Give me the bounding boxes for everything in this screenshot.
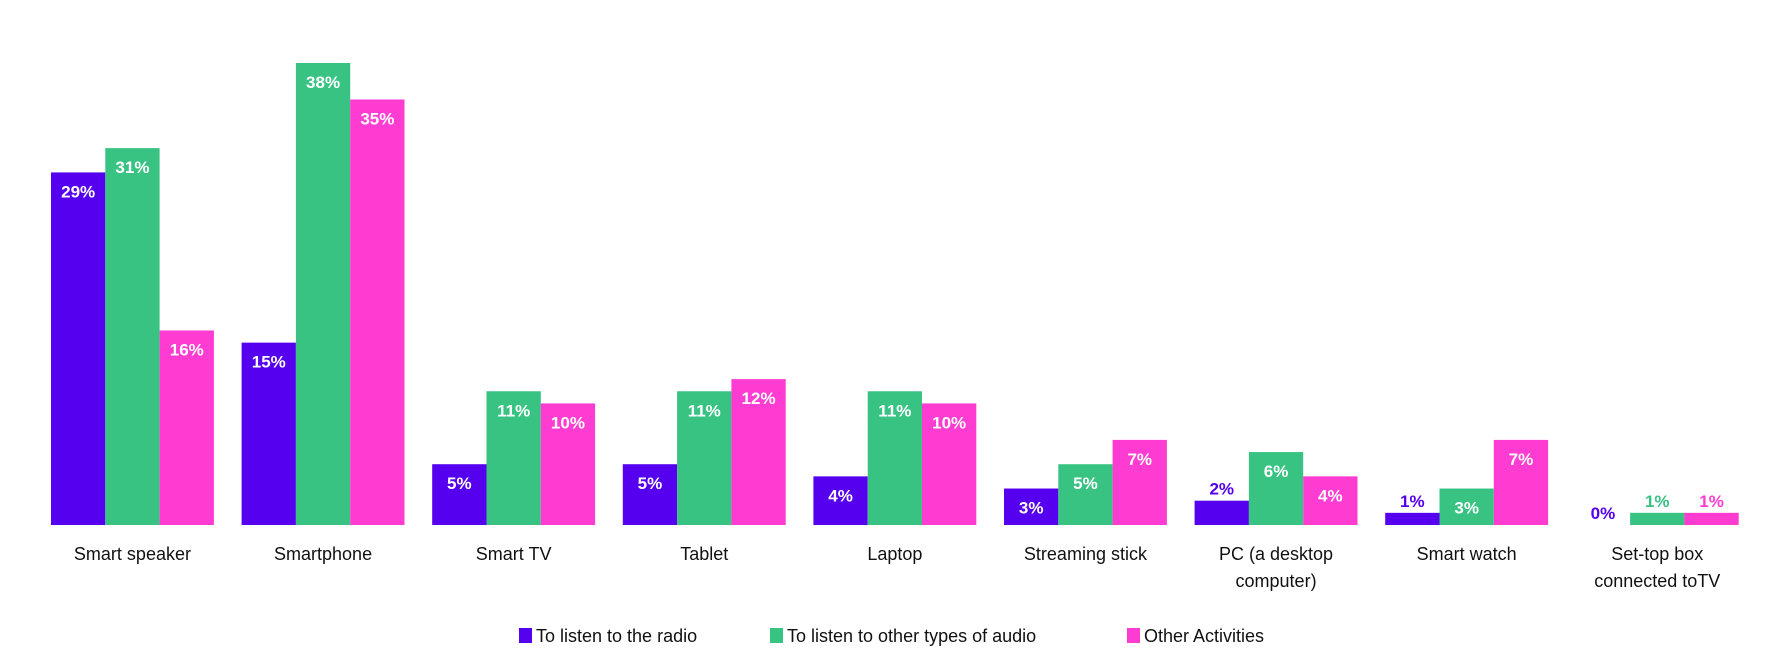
data-label: 4% [828, 486, 853, 505]
data-label: 5% [447, 474, 472, 493]
bar [105, 148, 160, 525]
data-label: 1% [1699, 492, 1724, 511]
legend-swatch [1127, 628, 1140, 643]
bar [486, 391, 541, 525]
bar [867, 391, 922, 525]
data-label: 35% [360, 109, 394, 128]
bar [51, 172, 106, 525]
bar [922, 403, 977, 525]
data-label: 16% [170, 340, 204, 359]
bar [1439, 488, 1494, 525]
bar [1303, 476, 1358, 525]
legend-label: Other Activities [1144, 626, 1264, 646]
data-label: 5% [1073, 474, 1098, 493]
category-label: Smart speaker [74, 544, 191, 564]
data-label: 15% [252, 353, 286, 372]
legend-label: To listen to other types of audio [787, 626, 1036, 646]
data-label: 1% [1400, 492, 1425, 511]
bar [159, 330, 214, 525]
bar [1004, 488, 1059, 525]
bar [1248, 452, 1304, 525]
category-label: Smartphone [274, 544, 372, 564]
data-label: 10% [932, 413, 966, 432]
bar [1493, 439, 1549, 525]
bar [622, 464, 678, 525]
bar [1385, 512, 1440, 525]
bar [1194, 500, 1249, 525]
bar [432, 464, 487, 525]
data-label: 10% [551, 413, 585, 432]
bar [731, 379, 786, 525]
category-label: Laptop [867, 544, 922, 564]
bar [677, 391, 732, 525]
data-label: 11% [497, 401, 530, 420]
data-label: 31% [115, 158, 149, 177]
data-label: 5% [638, 474, 663, 493]
legend-swatch [519, 628, 532, 643]
category-label: PC (a desktop [1219, 544, 1333, 564]
data-label: 11% [878, 401, 911, 420]
bar [1684, 512, 1739, 525]
data-label: 4% [1318, 486, 1343, 505]
bar [350, 99, 405, 525]
data-label: 3% [1019, 499, 1044, 518]
bar [241, 342, 296, 525]
data-label: 11% [688, 401, 721, 420]
bar [1112, 439, 1167, 525]
data-label: 29% [61, 182, 95, 201]
category-label: Set-top box [1611, 544, 1703, 564]
category-label: Tablet [680, 544, 728, 564]
data-label: 3% [1454, 499, 1479, 518]
data-label: 7% [1509, 450, 1534, 469]
category-label: Streaming stick [1024, 544, 1148, 564]
data-label: 38% [306, 73, 340, 92]
category-label: Smart TV [476, 544, 552, 564]
bar [295, 63, 351, 525]
data-label: 7% [1127, 450, 1152, 469]
category-label: computer) [1236, 571, 1317, 591]
bar [813, 476, 868, 525]
data-label: 0% [1591, 504, 1616, 523]
bar [1630, 512, 1685, 525]
category-label: connected toTV [1594, 571, 1720, 591]
data-label: 6% [1264, 462, 1289, 481]
legend-label: To listen to the radio [536, 626, 697, 646]
category-label: Smart watch [1417, 544, 1517, 564]
bar [1058, 464, 1113, 525]
data-label: 1% [1645, 492, 1670, 511]
data-label: 12% [742, 389, 776, 408]
data-label: 2% [1209, 480, 1234, 499]
bar [540, 403, 596, 525]
legend-swatch [770, 628, 783, 643]
